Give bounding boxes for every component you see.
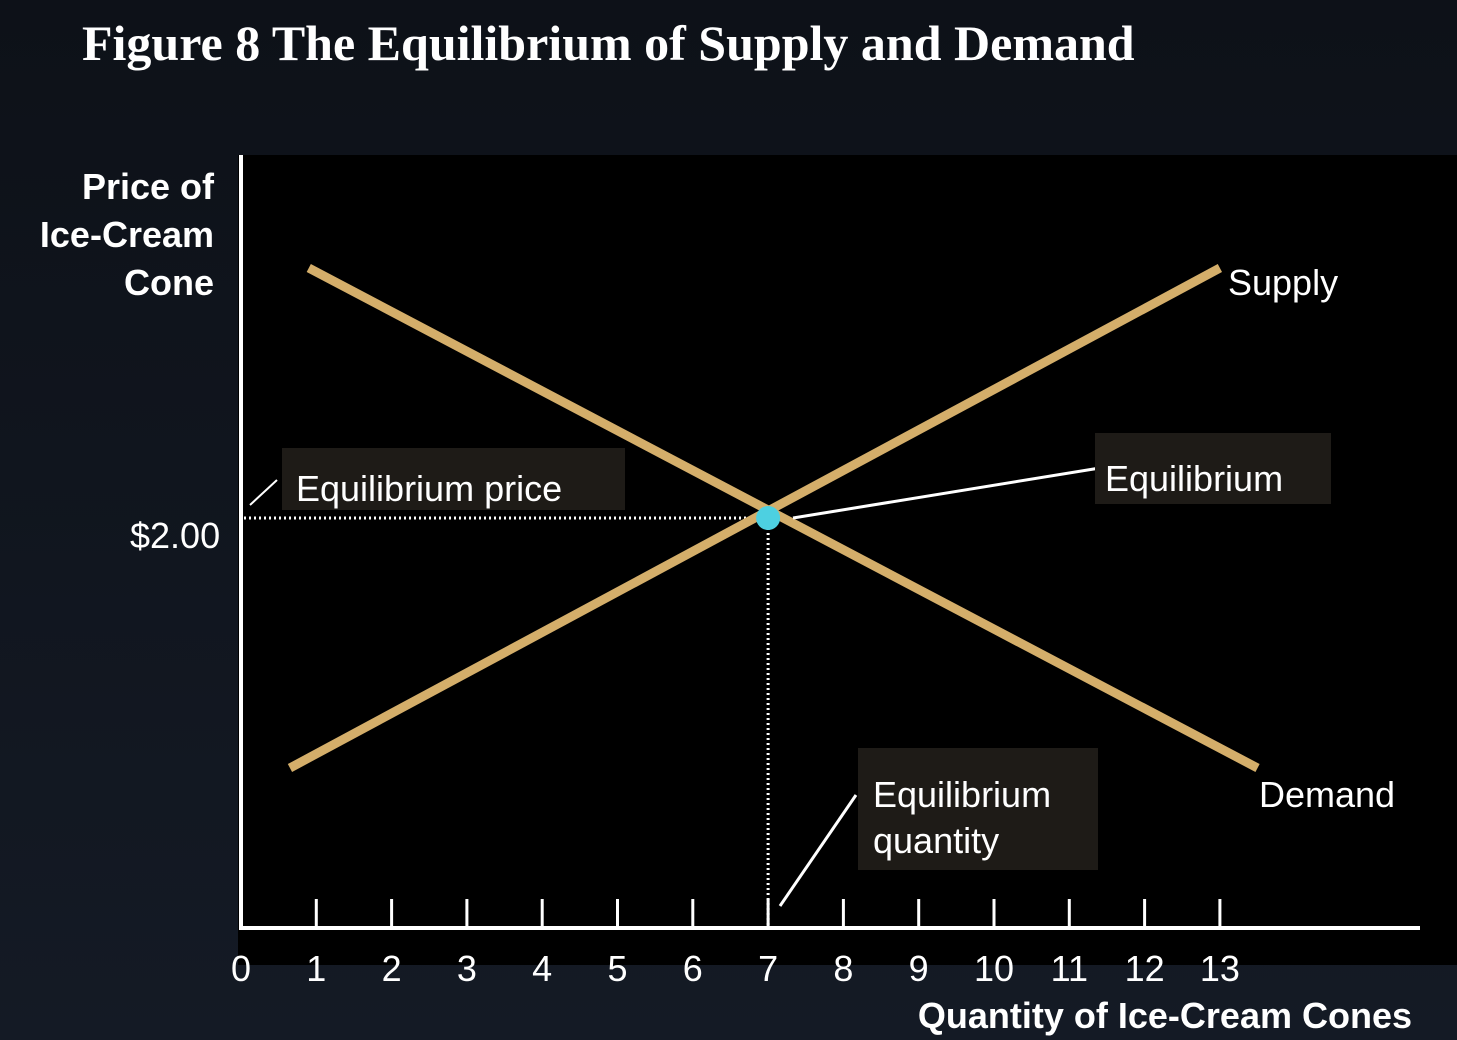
y-axis-label-line: Cone xyxy=(124,262,214,303)
x-tick-label: 9 xyxy=(908,948,929,989)
x-tick-label: 13 xyxy=(1199,948,1240,989)
demand-label: Demand xyxy=(1259,774,1396,815)
x-tick-label: 8 xyxy=(833,948,854,989)
equilibrium-quantity-label: Equilibrium quantity xyxy=(858,748,1098,870)
quantity-callout-line xyxy=(778,794,858,907)
y-tick-label: $2.00 xyxy=(130,515,221,556)
plot-area xyxy=(238,155,1457,965)
y-axis-label-line: Price of xyxy=(81,166,214,207)
supply-curve xyxy=(287,264,1223,772)
equilibrium-price-label: Equilibrium price xyxy=(282,448,625,510)
equilibrium-point xyxy=(756,506,781,530)
equilibrium-label: Equilibrium xyxy=(1095,433,1331,504)
x-tick-label: 11 xyxy=(1050,948,1088,989)
equilibrium-quantity-line: quantity xyxy=(873,820,1000,861)
x-tick-label: 10 xyxy=(973,948,1015,989)
y-axis-label-line: Ice-Cream xyxy=(39,214,214,255)
x-axis-label: Quantity of Ice-Cream Cones xyxy=(917,995,1412,1036)
x-tick-label: 1 xyxy=(306,948,327,989)
chart-title: Figure 8 The Equilibrium of Supply and D… xyxy=(82,15,1135,71)
x-tick-label: 5 xyxy=(607,948,628,989)
equilibrium-quantity-line: Equilibrium xyxy=(873,774,1052,815)
x-tick-label: 7 xyxy=(758,948,779,989)
demand-curve xyxy=(306,264,1260,772)
x-tick-label: 2 xyxy=(381,948,402,989)
x-tick-label: 6 xyxy=(682,948,703,989)
x-tick-label: 0 xyxy=(230,948,252,989)
supply-label: Supply xyxy=(1228,262,1339,303)
x-tick-label: 4 xyxy=(532,948,553,989)
x-tick-label: 12 xyxy=(1124,948,1165,989)
x-tick-label: 3 xyxy=(456,948,477,989)
price-callout-line xyxy=(249,479,278,506)
equilibrium-callout-line xyxy=(792,465,1107,520)
